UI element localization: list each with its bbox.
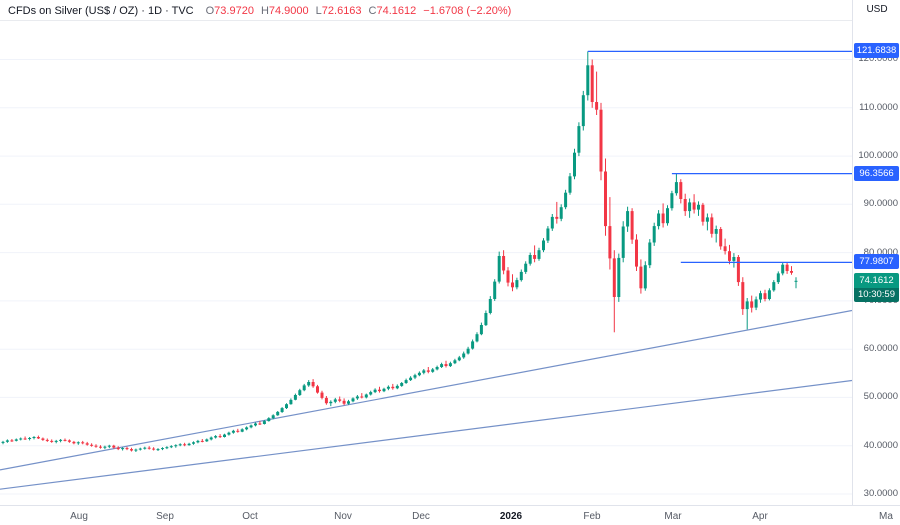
price-scale-label: 90.0000 bbox=[863, 198, 898, 210]
close-label: C bbox=[368, 5, 377, 17]
price-line-label[interactable]: 96.3566 bbox=[854, 165, 899, 181]
price-scale-label: 120.0000 bbox=[858, 53, 898, 65]
high-label: H bbox=[260, 5, 269, 17]
time-scale-label: Oct bbox=[242, 511, 258, 522]
low-label: L bbox=[315, 5, 322, 17]
price-scale-label: 110.0000 bbox=[859, 101, 898, 113]
time-scale-label: Dec bbox=[412, 511, 430, 522]
price-scale-label: 80.0000 bbox=[863, 246, 898, 258]
time-scale-label: Apr bbox=[752, 511, 768, 522]
chart-legend[interactable]: CFDs on Silver (US$ / OZ) · 1D · TVC O73.… bbox=[8, 5, 511, 17]
time-scale-label: Mar bbox=[664, 511, 682, 522]
time-scale-label: Sep bbox=[156, 511, 174, 522]
time-scale-label: 2026 bbox=[499, 511, 523, 522]
header-divider bbox=[0, 20, 900, 21]
close-value: 74.1612 bbox=[376, 5, 417, 17]
price-scale-label: 50.0000 bbox=[863, 391, 898, 403]
low-value: 72.6163 bbox=[321, 5, 362, 17]
open-label: O bbox=[205, 5, 215, 17]
time-scale-label: Nov bbox=[334, 511, 352, 522]
countdown-timer: 10:30:59 bbox=[854, 287, 899, 302]
open-value: 73.9720 bbox=[214, 5, 254, 17]
time-scale[interactable]: Aug Sep Oct Nov Dec 2026 Feb Mar Apr Ma bbox=[0, 505, 900, 525]
symbol-title[interactable]: CFDs on Silver (US$ / OZ) · 1D · TVC bbox=[8, 5, 194, 17]
price-line-label[interactable]: 77.9807 bbox=[854, 254, 899, 270]
price-scale-label: 100.0000 bbox=[858, 150, 898, 162]
price-scale-label: 40.0000 bbox=[863, 439, 898, 451]
price-line-label[interactable]: 121.6838 bbox=[854, 43, 899, 59]
change-value: −1.6708 (−2.20%) bbox=[423, 5, 512, 17]
time-scale-label: Ma bbox=[879, 511, 893, 522]
currency-label[interactable]: USD bbox=[866, 4, 888, 15]
time-scale-label: Aug bbox=[70, 511, 88, 522]
high-value: 74.9000 bbox=[268, 5, 309, 17]
price-scale-label: 30.0000 bbox=[863, 488, 898, 499]
last-price-badge[interactable]: 74.1612 10:30:59 bbox=[854, 272, 899, 302]
price-scale-label: 60.0000 bbox=[863, 343, 898, 355]
time-scale-label: Feb bbox=[583, 511, 601, 522]
last-price-value: 74.1612 bbox=[854, 272, 899, 288]
price-scale[interactable]: USD 120.0000 110.0000 100.0000 90.0000 80.00… bbox=[852, 0, 900, 505]
candlestick-chart[interactable] bbox=[0, 0, 852, 505]
